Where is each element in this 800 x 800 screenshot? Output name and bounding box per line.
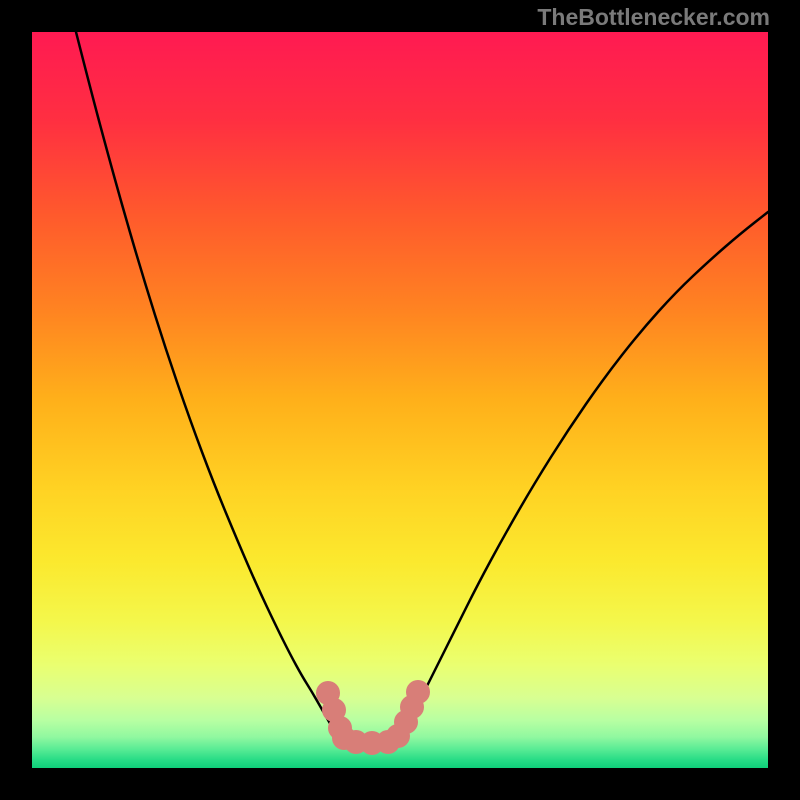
watermark-text: TheBottlenecker.com: [537, 4, 770, 31]
plot-area: [32, 32, 768, 768]
chart-svg: [32, 32, 768, 768]
data-marker: [406, 680, 430, 704]
gradient-background: [32, 32, 768, 768]
